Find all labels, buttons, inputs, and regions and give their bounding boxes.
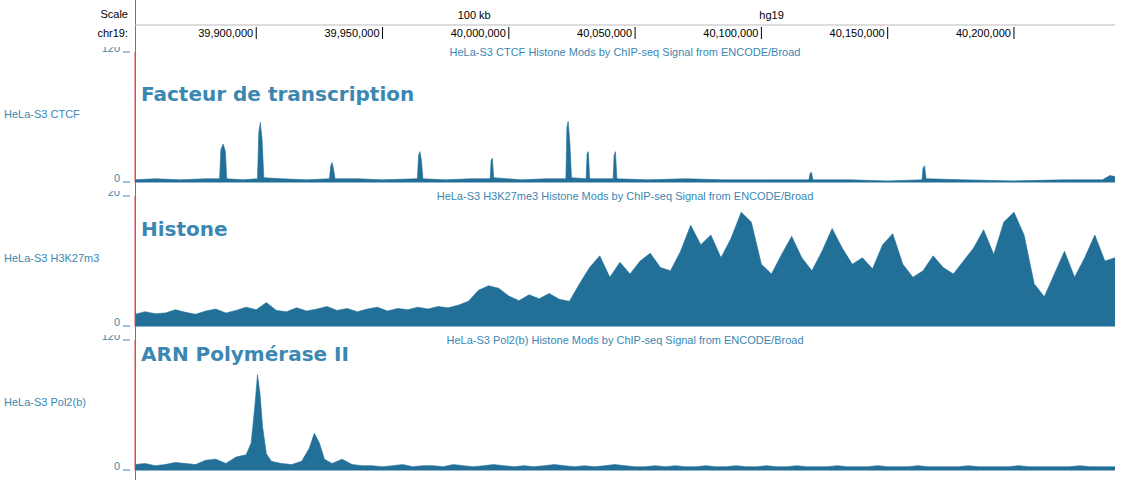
html-text:Scale: Scale: [100, 8, 128, 20]
html-text:HeLa-S3 H3K27m3: HeLa-S3 H3K27m3: [4, 252, 100, 264]
svg-text:0: 0: [114, 316, 120, 327]
svg-text:40,000,000: 40,000,000: [451, 27, 506, 39]
html-text:HeLa-S3 CTCF: HeLa-S3 CTCF: [4, 108, 80, 120]
html-text:HeLa-S3 Pol2(b) Histone Mods b: HeLa-S3 Pol2(b) Histone Mods by ChIP-seq…: [446, 334, 804, 346]
svg-text:40,150,000: 40,150,000: [830, 27, 885, 39]
svg-text:20: 20: [108, 191, 120, 198]
svg-text:0: 0: [114, 460, 120, 471]
svg-text:39,950,000: 39,950,000: [324, 27, 379, 39]
svg-text:40,050,000: 40,050,000: [577, 27, 632, 39]
svg-text:0: 0: [114, 172, 120, 183]
html-text:chr19:: chr19:: [97, 27, 128, 39]
html-text:HeLa-S3 Pol2(b): HeLa-S3 Pol2(b): [4, 396, 86, 408]
html-text:100 kb: 100 kb: [457, 9, 491, 21]
html-text:hg19: hg19: [759, 9, 784, 21]
html-text:HeLa-S3 H3K27me3 Histone Mods: HeLa-S3 H3K27me3 Histone Mods by ChIP-se…: [436, 190, 814, 202]
svg-text:120: 120: [102, 47, 120, 54]
svg-text:120: 120: [102, 335, 120, 342]
html-text:Facteur de transcription: Facteur de transcription: [141, 82, 415, 106]
svg-text:39,900,000: 39,900,000: [198, 27, 253, 39]
svg-text:40,100,000: 40,100,000: [703, 27, 758, 39]
html-text:HeLa-S3 CTCF Histone Mods by C: HeLa-S3 CTCF Histone Mods by ChIP-seq Si…: [449, 46, 801, 58]
html-text:ARN Polymérase II: ARN Polymérase II: [141, 342, 349, 366]
svg-text:40,200,000: 40,200,000: [956, 27, 1011, 39]
html-text:Histone: Histone: [141, 217, 228, 241]
